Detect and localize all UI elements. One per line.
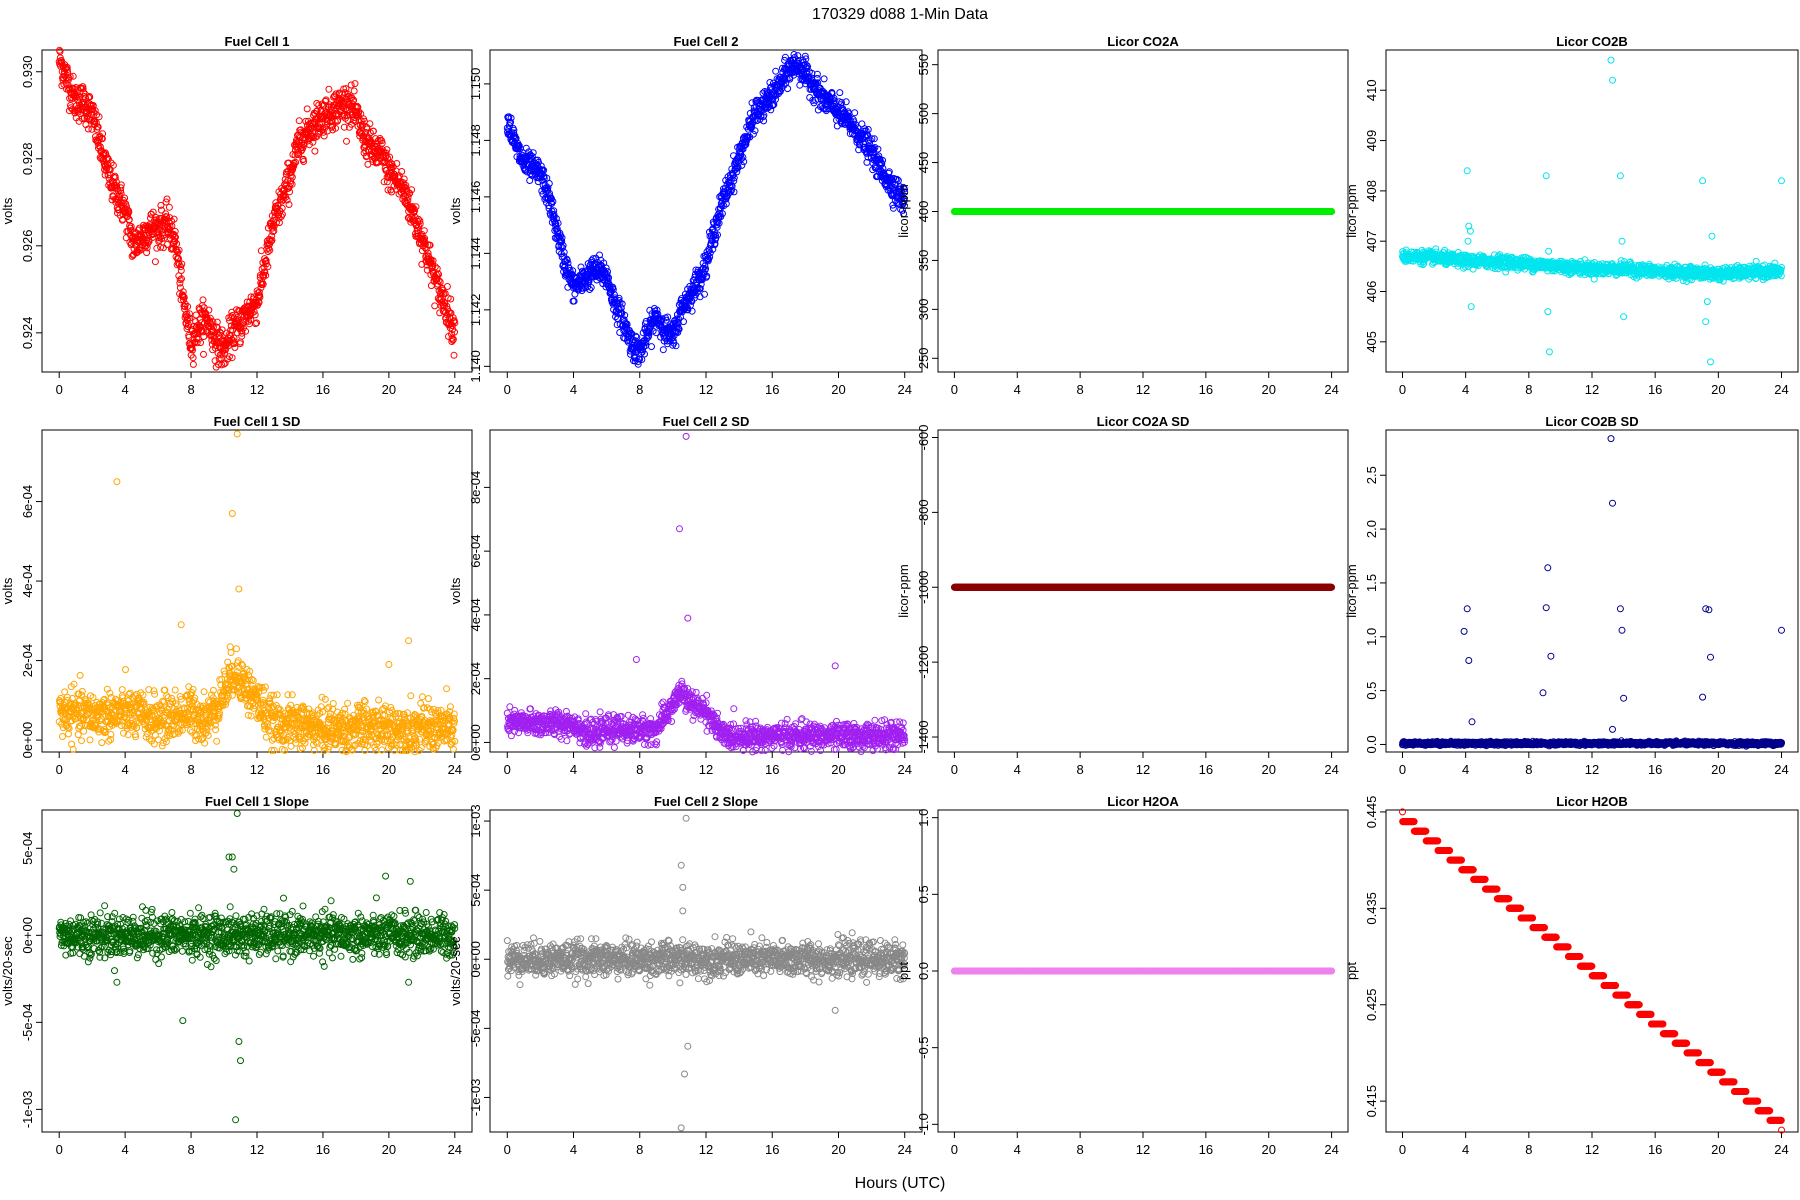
x-tick-label: 8 bbox=[1525, 382, 1532, 397]
y-tick-label: 407 bbox=[1364, 230, 1379, 252]
data-points bbox=[951, 209, 1334, 215]
y-tick-label: 408 bbox=[1364, 180, 1379, 202]
data-point bbox=[352, 81, 358, 87]
y-axis-label: volts bbox=[448, 197, 463, 224]
x-tick-label: 24 bbox=[1774, 382, 1788, 397]
x-tick-label: 24 bbox=[1324, 382, 1338, 397]
x-tick-label: 16 bbox=[1199, 382, 1213, 397]
y-tick-label: 0.928 bbox=[20, 143, 35, 176]
x-tick-label: 4 bbox=[122, 382, 129, 397]
data-point bbox=[837, 90, 843, 96]
data-point bbox=[451, 352, 457, 358]
y-axis-label: volts bbox=[0, 197, 15, 224]
page-title: 170329 d088 1-Min Data bbox=[812, 6, 988, 23]
y-tick-label: 1.146 bbox=[468, 181, 483, 214]
chart-title: Licor CO2B bbox=[1556, 34, 1628, 49]
chart-panel: Licor CO2B 0 4 8 12 16 20 24 405 406 407 408 409 410 l… bbox=[1344, 34, 1798, 397]
x-tick-label: 8 bbox=[187, 382, 194, 397]
data-point bbox=[200, 297, 206, 303]
x-tick-label: 16 bbox=[765, 382, 779, 397]
x-tick-label: 16 bbox=[316, 382, 330, 397]
x-tick-label: 0 bbox=[951, 382, 958, 397]
y-tick-label: 450 bbox=[916, 152, 931, 174]
y-tick-label: 0.930 bbox=[20, 55, 35, 88]
x-tick-label: 12 bbox=[1585, 382, 1599, 397]
y-tick-label: 350 bbox=[916, 250, 931, 272]
x-tick-label: 0 bbox=[1399, 382, 1406, 397]
x-tick-label: 20 bbox=[831, 382, 845, 397]
y-tick-label: 1.140 bbox=[468, 350, 483, 383]
x-tick-label: 12 bbox=[1136, 382, 1150, 397]
data-point bbox=[785, 86, 791, 92]
chart-title: Fuel Cell 2 bbox=[673, 34, 738, 49]
data-points bbox=[1400, 57, 1785, 365]
x-tick-label: 24 bbox=[448, 382, 462, 397]
data-point bbox=[296, 118, 302, 124]
y-axis-label: licor-ppm bbox=[1344, 184, 1359, 237]
y-tick-label: 1.142 bbox=[468, 294, 483, 327]
chart-panel: Licor CO2A 0 4 8 12 16 20 24 250 300 350 400 450 500 5… bbox=[896, 34, 1348, 397]
x-tick-label: 0 bbox=[56, 382, 63, 397]
x-tick-label: 4 bbox=[1014, 382, 1021, 397]
data-point bbox=[312, 148, 318, 154]
data-point bbox=[304, 106, 310, 112]
x-tick-label: 12 bbox=[699, 382, 713, 397]
plot-frame bbox=[1386, 50, 1798, 372]
data-point bbox=[154, 245, 160, 251]
x-tick-label: 20 bbox=[1711, 382, 1725, 397]
x-tick-label: 4 bbox=[570, 382, 577, 397]
data-point bbox=[326, 86, 332, 92]
y-axis-label: licor-ppm bbox=[896, 184, 911, 237]
y-tick-label: 400 bbox=[916, 201, 931, 223]
y-tick-label: 550 bbox=[916, 54, 931, 76]
data-point bbox=[344, 138, 350, 144]
data-point bbox=[432, 303, 438, 309]
y-tick-label: 0.924 bbox=[20, 317, 35, 350]
y-tick-label: 405 bbox=[1364, 331, 1379, 353]
data-point bbox=[201, 351, 207, 357]
data-points bbox=[504, 52, 907, 368]
y-tick-label: 1.144 bbox=[468, 237, 483, 270]
y-tick-label: 409 bbox=[1364, 130, 1379, 152]
data-points bbox=[56, 47, 458, 370]
y-tick-label: 500 bbox=[916, 103, 931, 125]
x-tick-label: 24 bbox=[897, 382, 911, 397]
x-tick-label: 8 bbox=[1077, 382, 1084, 397]
data-point bbox=[152, 259, 158, 265]
data-point bbox=[773, 68, 779, 74]
chart-title: Licor CO2A bbox=[1107, 34, 1179, 49]
data-point bbox=[351, 88, 357, 94]
x-tick-label: 0 bbox=[504, 382, 511, 397]
y-tick-label: 406 bbox=[1364, 281, 1379, 303]
x-tick-label: 20 bbox=[1261, 382, 1275, 397]
chart-title: Fuel Cell 1 bbox=[224, 34, 289, 49]
panels-grid: Fuel Cell 1 0 4 8 12 16 20 24 0.924 0.926 0.928 0.9… bbox=[0, 34, 1798, 1157]
data-point bbox=[852, 110, 858, 116]
y-tick-label: 1.148 bbox=[468, 124, 483, 157]
x-tick-label: 12 bbox=[250, 382, 264, 397]
data-point bbox=[821, 76, 827, 82]
x-tick-label: 20 bbox=[382, 382, 396, 397]
data-point bbox=[761, 118, 767, 124]
data-point bbox=[190, 361, 196, 367]
data-point bbox=[660, 347, 666, 353]
y-tick-label: 300 bbox=[916, 299, 931, 321]
y-tick-label: 410 bbox=[1364, 79, 1379, 101]
data-point bbox=[178, 268, 184, 274]
data-point bbox=[348, 82, 354, 88]
y-tick-label: 0.926 bbox=[20, 230, 35, 263]
data-point bbox=[444, 284, 450, 290]
common-x-axis-label: Hours (UTC) bbox=[855, 1175, 946, 1192]
data-point bbox=[649, 344, 655, 350]
chart-panel: Fuel Cell 1 0 4 8 12 16 20 24 0.924 0.926 0.928 0.9… bbox=[0, 34, 472, 397]
y-tick-label: 250 bbox=[916, 347, 931, 369]
y-tick-label: 1.150 bbox=[468, 68, 483, 101]
data-point bbox=[166, 204, 172, 210]
x-tick-label: 16 bbox=[1648, 382, 1662, 397]
x-tick-label: 8 bbox=[636, 382, 643, 397]
x-tick-label: 4 bbox=[1462, 382, 1469, 397]
chart-panel: Fuel Cell 2 0 4 8 12 16 20 24 1.140 1.142 1.144 1.1… bbox=[448, 34, 922, 397]
